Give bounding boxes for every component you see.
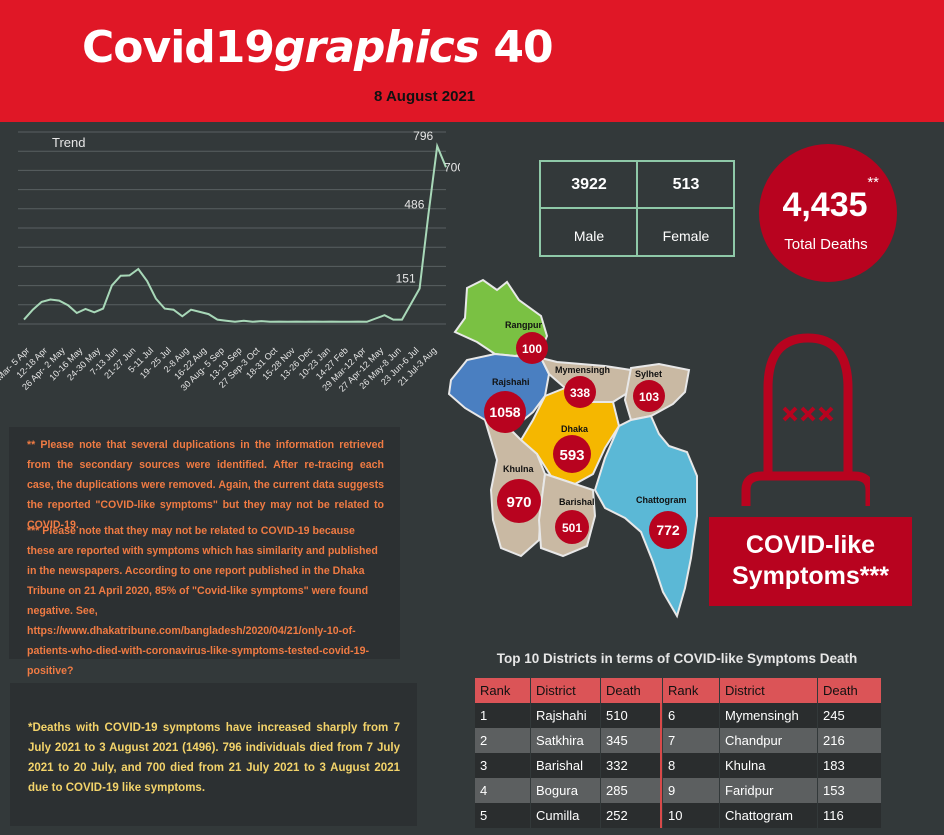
table-row: 1 Rajshahi 510: [474, 703, 663, 728]
table-row: 5 Cumilla 252: [474, 803, 663, 828]
division-value-barishal: 501: [562, 521, 582, 535]
footnote-duplications: ** Please note that several duplications…: [27, 439, 384, 531]
division-name-barishal: Barishal: [559, 497, 595, 507]
division-marker-khulna: [497, 479, 541, 523]
total-deaths-badge: 4,435 ** Total Deaths: [759, 144, 897, 282]
chart-title: Trend: [52, 135, 85, 150]
footnotes-panel: ** Please note that several duplications…: [9, 427, 400, 677]
division-value-chattogram: 772: [656, 522, 680, 538]
gender-stats-table: 3922 513 Male Female: [539, 160, 735, 257]
division-name-rajshahi: Rajshahi: [492, 377, 530, 387]
female-label: Female: [662, 228, 710, 244]
footnote-covid-like: *** Please note that they may not be rel…: [27, 525, 378, 677]
total-deaths-value: 4,435: [782, 186, 868, 224]
division-marker-barishal: [555, 510, 589, 544]
table-row: 10 Chattogram 116: [662, 803, 881, 828]
top10-table-left: Rank District Death 1 Rajshahi 510 2 Satkhi…: [474, 678, 663, 828]
header-rank: Rank: [662, 678, 720, 703]
header-district: District: [530, 678, 601, 703]
data-label: 486: [404, 198, 424, 212]
male-label: Male: [573, 228, 605, 244]
table-row: 8 Khulna 183: [662, 753, 881, 778]
female-count: 513: [672, 176, 700, 193]
chart-grid: [18, 131, 446, 325]
division-value-rangpur: 100: [522, 342, 542, 356]
data-label: 151: [396, 271, 416, 285]
top10-table-title: Top 10 Districts in terms of COVID-like …: [496, 651, 858, 666]
division-marker-dhaka: [553, 435, 591, 473]
gravestone-icon: [741, 333, 870, 506]
total-deaths-marker: **: [867, 174, 879, 191]
table-row: 6 Mymensingh 245: [662, 703, 881, 728]
division-name-khulna: Khulna: [503, 464, 534, 474]
table-row: 3 Barishal 332: [474, 753, 663, 778]
total-deaths-label: Total Deaths: [784, 236, 868, 253]
division-marker-mymensingh: [564, 376, 596, 408]
table-row: 9 Faridpur 153: [662, 778, 881, 803]
division-marker-sylhet: [633, 380, 665, 412]
table-row: 7 Chandpur 216: [662, 728, 881, 753]
header-death: Death: [600, 678, 663, 703]
division-value-khulna: 970: [506, 494, 531, 511]
division-value-sylhet: 103: [639, 390, 659, 404]
covid-like-symptoms-banner: COVID-like Symptoms***: [709, 517, 912, 606]
header-rank: Rank: [474, 678, 531, 703]
table-divider: [660, 703, 663, 828]
division-chattogram-shape: [593, 414, 698, 619]
trend-series-line: [23, 142, 447, 323]
table-row: 4 Bogura 285: [474, 778, 663, 803]
page-title: Covid19graphics 40: [82, 22, 554, 73]
division-marker-rangpur: [516, 332, 548, 364]
division-marker-rajshahi: [484, 391, 526, 433]
division-value-dhaka: 593: [559, 447, 584, 464]
division-value-rajshahi: 1058: [489, 404, 520, 420]
division-name-chattogram: Chattogram: [636, 495, 687, 505]
division-name-dhaka: Dhaka: [561, 424, 589, 434]
header-death: Death: [817, 678, 881, 703]
covid-like-line2: Symptoms***: [732, 562, 889, 590]
division-marker-chattogram: [649, 511, 687, 549]
division-name-sylhet: Sylhet: [635, 369, 662, 379]
data-label: 700: [444, 160, 460, 174]
male-count: 3922: [571, 176, 607, 193]
report-date: 8 August 2021: [374, 88, 476, 105]
top10-table-right: Rank District Death 6 Mymensingh 245 7 Chan…: [662, 678, 881, 828]
summary-note: *Deaths with COVID-19 symptoms have incr…: [28, 722, 400, 794]
header-district: District: [719, 678, 818, 703]
summary-note-panel: *Deaths with COVID-19 symptoms have incr…: [10, 683, 417, 826]
table-row: 2 Satkhira 345: [474, 728, 663, 753]
division-name-rangpur: Rangpur: [505, 320, 542, 330]
division-name-mymensingh: Mymensingh: [555, 365, 610, 375]
bangladesh-division-map: Rangpur 100 Mymensingh 338 Sylhet 103 Ra…: [447, 278, 698, 619]
division-value-mymensingh: 338: [570, 386, 590, 400]
header-bar: Covid19graphics 40 8 August 2021: [0, 0, 944, 122]
covid-like-line1: COVID-like: [745, 531, 876, 559]
data-label: 796: [413, 129, 433, 143]
